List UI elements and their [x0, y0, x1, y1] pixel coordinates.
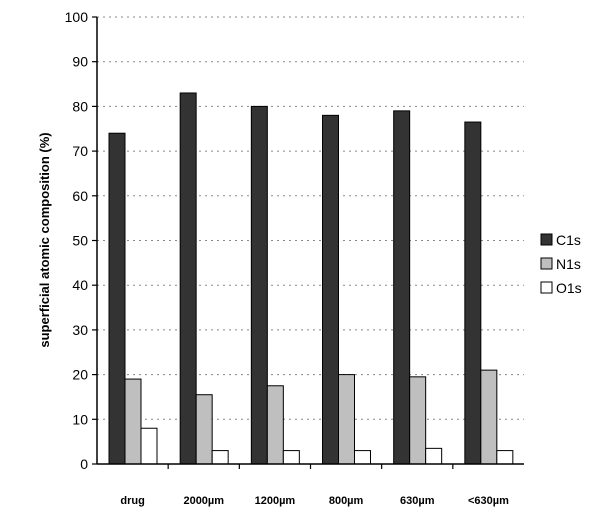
bar-C1s-0 — [108, 132, 126, 465]
bar-C1s-4 — [393, 110, 411, 465]
legend-swatch-N1s — [540, 257, 553, 270]
y-tick-label: 30 — [72, 322, 88, 338]
y-tick-label: 50 — [72, 233, 88, 249]
y-tick-label: 10 — [72, 411, 88, 427]
bar-C1s-3 — [322, 114, 339, 465]
legend-swatch-C1s — [540, 233, 553, 246]
bar-C1s-2 — [250, 105, 268, 465]
x-ticks: drug 2000µm 1200µm 800µm 630µm <630µm — [120, 464, 509, 507]
legend-label-O1s: O1s — [556, 280, 582, 296]
bar-N1s-5 — [480, 369, 498, 465]
y-tick-label: 20 — [72, 367, 88, 383]
legend-label-C1s: C1s — [556, 232, 581, 248]
x-tick-label: <630µm — [468, 495, 509, 507]
y-tick-label: 0 — [80, 456, 88, 472]
y-tick-label: 60 — [72, 188, 88, 204]
y-tick-label: 100 — [65, 9, 89, 25]
y-tick-label: 70 — [72, 143, 88, 159]
axes — [96, 17, 524, 465]
bar-C1s-5 — [464, 121, 482, 465]
bar-O1s-0 — [140, 427, 158, 465]
bar-O1s-4 — [425, 447, 443, 465]
bar-O1s-5 — [496, 450, 514, 465]
y-tick-label: 80 — [72, 98, 88, 114]
x-tick-label: 630µm — [400, 495, 435, 507]
x-tick-label: 800µm — [329, 495, 364, 507]
y-tick-label: 40 — [72, 277, 88, 293]
bar-N1s-2 — [266, 385, 284, 465]
y-ticks: 0 10 20 30 40 50 60 70 80 90 100 — [65, 9, 97, 472]
bar-O1s-3 — [354, 450, 371, 465]
x-tick-label: drug — [120, 495, 144, 507]
bar-O1s-2 — [282, 450, 300, 465]
gridlines — [97, 16, 524, 420]
bar-N1s-0 — [124, 378, 142, 465]
bars — [108, 92, 514, 465]
bar-N1s-3 — [338, 374, 355, 465]
legend-label-N1s: N1s — [556, 256, 581, 272]
legend-swatch-O1s — [540, 281, 553, 294]
bar-C1s-1 — [179, 92, 197, 465]
bar-O1s-1 — [211, 450, 229, 465]
bar-N1s-1 — [195, 394, 213, 465]
legend: C1s N1s O1s — [535, 228, 605, 306]
y-tick-label: 90 — [72, 54, 88, 70]
x-tick-label: 2000µm — [183, 495, 224, 507]
x-tick-label: 1200µm — [255, 495, 296, 507]
y-axis-label: superficial atomic composition (%) — [37, 132, 52, 347]
bar-N1s-4 — [409, 376, 427, 465]
